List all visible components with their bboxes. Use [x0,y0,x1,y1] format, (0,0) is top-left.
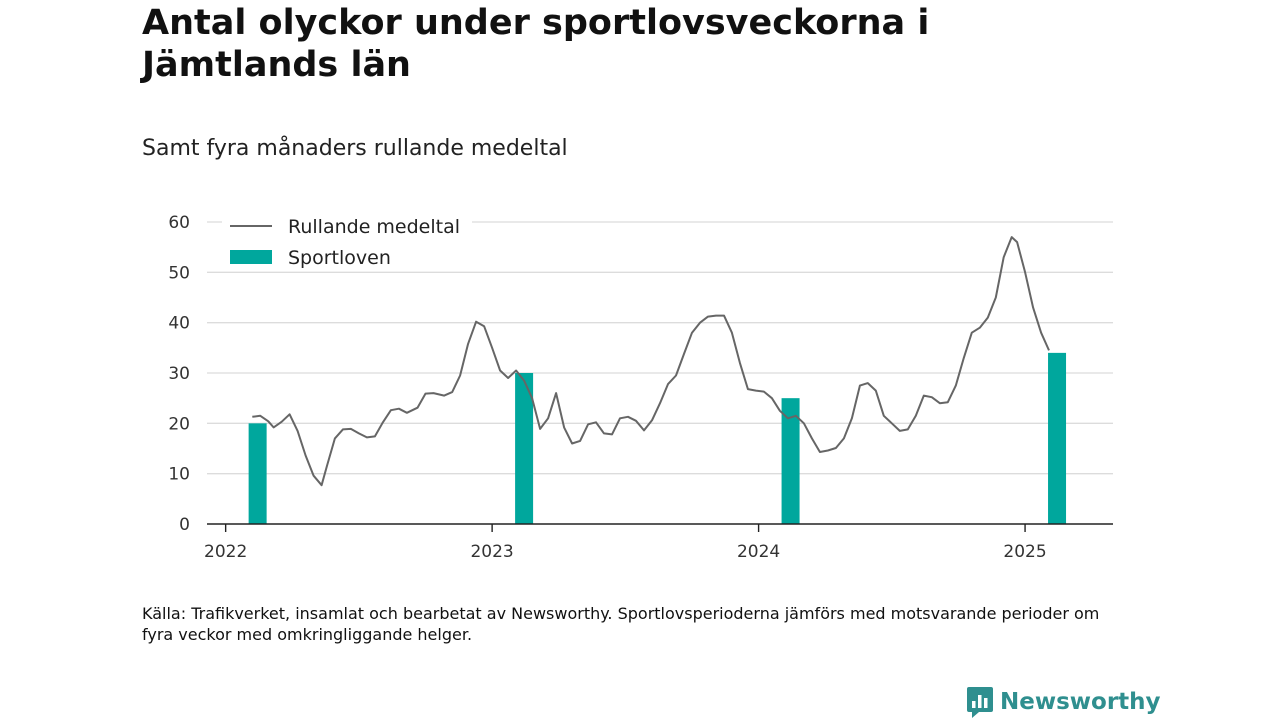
y-tick-label: 40 [168,314,190,334]
grid-lines [207,221,1113,475]
chart: 0 10 20 30 40 50 60 2022 2023 2024 2025 Rullande … [168,210,1113,562]
legend-label: Rullande medeltal [288,216,460,238]
line-series [252,236,1050,487]
brand-name: Newsworthy [1000,689,1161,715]
chart-title: Antal olyckor under sportlovsveckorna i … [142,3,930,85]
bar [515,373,534,524]
y-tick-label: 10 [168,465,190,485]
x-axis: 2022 2023 2024 2025 [204,523,1113,562]
bar [1048,352,1067,524]
x-tick-label: 2023 [470,542,513,562]
y-tick-label: 30 [168,364,190,384]
x-tick-label: 2025 [1003,542,1046,562]
bar [248,423,267,524]
brand-logo: Newsworthy [966,685,1161,719]
chart-subtitle: Samt fyra månaders rullande medeltal [142,136,568,161]
y-tick-label: 50 [168,263,190,283]
legend-bar-swatch [230,250,272,264]
x-tick-label: 2024 [737,542,780,562]
bar [781,398,800,524]
y-axis: 0 10 20 30 40 50 60 [168,213,190,535]
x-tick-label: 2022 [204,542,247,562]
source-note: Källa: Trafikverket, insamlat och bearbe… [142,604,1100,644]
legend-label: Sportloven [288,247,391,269]
y-tick-label: 0 [179,515,190,535]
newsworthy-logo-icon [967,687,993,718]
y-tick-label: 20 [168,414,190,434]
bar-series [248,352,1067,524]
rolling-average-line [252,236,1050,487]
y-tick-label: 60 [168,213,190,233]
legend: Rullande medeltal Sportloven [222,210,472,270]
